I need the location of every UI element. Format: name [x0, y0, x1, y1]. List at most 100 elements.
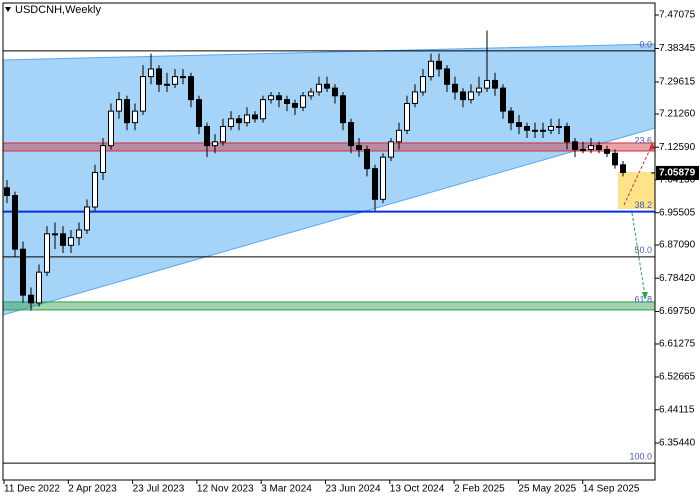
candle-body: [548, 125, 554, 131]
y-tick-label: 6.87090: [659, 240, 696, 251]
y-tick-label: 7.29615: [659, 77, 696, 88]
candle-body: [268, 95, 274, 101]
target-zone: [618, 172, 655, 209]
candle-body: [500, 87, 506, 112]
x-tick-label: 14 Sep 2025: [583, 484, 640, 495]
menu-icon[interactable]: [5, 7, 11, 12]
candle-body: [284, 99, 290, 104]
candle-body: [196, 99, 202, 127]
candle-body: [220, 125, 226, 143]
candle-body: [108, 110, 114, 147]
candle-body: [436, 60, 442, 70]
plot-border: [2, 2, 656, 481]
x-tick-label: 23 Jun 2024: [326, 484, 381, 495]
candle-body: [396, 129, 402, 143]
candle-body: [596, 145, 602, 150]
candle-body: [188, 76, 194, 101]
candle-body: [180, 76, 186, 79]
candle-body: [172, 76, 178, 85]
candle-body: [612, 152, 618, 166]
candle-body: [420, 76, 426, 93]
candle-body: [292, 102, 298, 108]
candle-body: [28, 294, 34, 304]
candle-body: [604, 148, 610, 154]
candle-body: [148, 68, 154, 78]
candle-body: [572, 141, 578, 150]
current-price: 7.05879: [659, 168, 696, 179]
y-tick-label: 6.35440: [659, 438, 696, 449]
candle-body: [380, 156, 386, 200]
candle-body: [244, 114, 250, 124]
candle-body: [356, 145, 362, 150]
x-tick-label: 13 Oct 2024: [390, 484, 445, 495]
candle-body: [556, 125, 562, 128]
candle-body: [4, 187, 10, 196]
y-tick-label: 6.61275: [659, 339, 696, 350]
candle-body: [332, 87, 338, 97]
level-label: 0.0: [639, 39, 652, 49]
candle-body: [620, 164, 626, 173]
y-tick-label: 6.78420: [659, 273, 696, 284]
y-tick-label: 6.44115: [659, 404, 695, 415]
candle-body: [76, 229, 82, 239]
level-label: 100.0: [629, 452, 652, 462]
candle-body: [36, 271, 42, 304]
y-tick-label: 7.21260: [659, 109, 696, 120]
candle-body: [564, 125, 570, 143]
level-band: [2, 301, 656, 311]
x-tick-label: 23 Jul 2023: [133, 484, 185, 495]
candle-body: [532, 129, 538, 132]
candle-body: [588, 145, 594, 150]
candle-body: [236, 118, 242, 124]
candle-body: [452, 83, 458, 93]
candle-body: [476, 87, 482, 93]
x-tick-label: 2 Feb 2025: [454, 484, 505, 495]
candle-body: [260, 99, 266, 120]
candle-body: [388, 141, 394, 158]
candle-body: [300, 95, 306, 108]
x-tick-label: 3 Mar 2024: [261, 484, 312, 495]
y-tick-label: 6.52665: [659, 372, 696, 383]
candle-body: [508, 110, 514, 124]
candle-body: [276, 95, 282, 101]
x-tick-label: 11 Dec 2022: [4, 484, 60, 495]
candle-body: [116, 99, 122, 112]
candle-body: [140, 76, 146, 112]
y-tick-label: 7.38345: [659, 43, 696, 54]
candle-body: [44, 233, 50, 273]
candle-body: [84, 206, 90, 231]
arrow-head: [642, 292, 648, 300]
candle-body: [324, 83, 330, 89]
candle-body: [580, 148, 586, 151]
candle-body: [132, 110, 138, 124]
candle-body: [204, 125, 210, 147]
y-tick-label: 6.95505: [659, 207, 696, 218]
candle-body: [468, 91, 474, 101]
arrow-head: [649, 142, 655, 150]
arrow-up: [623, 144, 653, 206]
candle-body: [12, 194, 18, 250]
candle-body: [348, 122, 354, 147]
candle-body: [164, 83, 170, 86]
candle-body: [412, 91, 418, 104]
candle-body: [124, 99, 130, 124]
candle-body: [308, 91, 314, 97]
level-label: 23.6: [634, 135, 652, 145]
candle-body: [524, 125, 530, 131]
y-tick-label: 7.12590: [659, 142, 696, 153]
x-tick-label: 2 Apr 2023: [68, 484, 117, 495]
candle-body: [212, 141, 218, 147]
candle-body: [428, 60, 434, 78]
arrow-down: [631, 212, 646, 297]
candle-body: [252, 114, 258, 120]
level-label: 38.2: [634, 200, 652, 210]
candle-body: [404, 102, 410, 131]
candle-body: [364, 148, 370, 170]
candle-body: [340, 95, 346, 124]
candle-body: [156, 68, 162, 85]
y-tick-label: 7.47075: [659, 10, 696, 21]
candle-body: [60, 233, 66, 246]
candle-body: [228, 118, 234, 127]
level-label: 61.8: [634, 294, 652, 304]
candle-body: [540, 129, 546, 132]
